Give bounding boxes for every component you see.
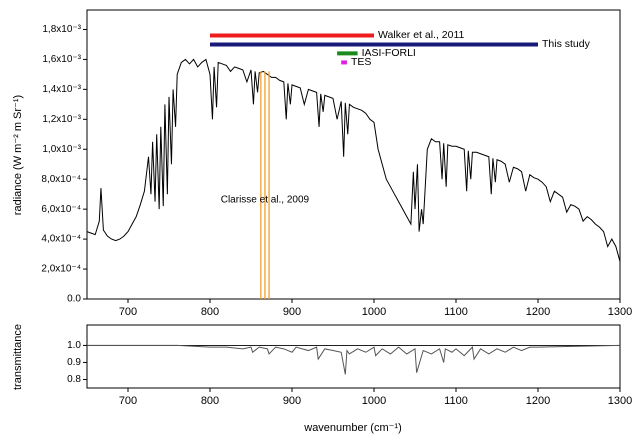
x-tick-label: 800 [201, 306, 219, 318]
y-tick-label: 4,0x10⁻⁴ [41, 234, 81, 245]
x-tick-label: 1200 [526, 395, 550, 407]
y-axis-label: radiance (W m⁻² m Sr⁻¹) [12, 95, 24, 215]
range-label: IASI-FORLI [362, 47, 416, 59]
marker-label: Clarisse et al., 2009 [221, 195, 310, 206]
x-tick-label: 900 [283, 395, 301, 407]
y-tick-label: 2,0x10⁻⁴ [41, 264, 81, 275]
y-tick-label: 1,4x10⁻³ [42, 84, 81, 95]
x-tick-label: 900 [283, 306, 301, 318]
y-tick-label: 1.0 [67, 340, 81, 351]
plot-frame [86, 324, 621, 389]
range-label: This study [542, 38, 591, 50]
x-tick-label: 1000 [362, 395, 386, 407]
x-tick-label: 700 [119, 395, 137, 407]
y-tick-label: 8,0x10⁻⁴ [41, 174, 81, 185]
y-tick-label: 1,2x10⁻³ [42, 114, 81, 125]
y-tick-label: 1,8x10⁻³ [42, 24, 81, 35]
range-label: Walker et al., 2011 [378, 29, 465, 41]
y-tick-label: 0.8 [67, 374, 81, 385]
x-tick-label: 1000 [362, 306, 386, 318]
x-tick-label: 800 [201, 395, 219, 407]
x-tick-label: 1200 [526, 306, 550, 318]
x-tick-label: 1100 [444, 306, 468, 318]
x-tick-label: 1300 [608, 306, 632, 318]
y-tick-label: 0.0 [67, 294, 81, 305]
x-tick-label: 700 [119, 306, 137, 318]
y-tick-label: 6,0x10⁻⁴ [41, 204, 81, 215]
y-axis-label: transmittance [12, 324, 24, 390]
y-tick-label: 0.9 [67, 357, 81, 368]
data-line [87, 344, 621, 375]
plot-frame [86, 9, 621, 300]
x-tick-label: 1300 [608, 395, 632, 407]
y-tick-label: 1,0x10⁻³ [42, 144, 81, 155]
y-tick-label: 1,6x10⁻³ [42, 54, 81, 65]
x-axis-label: wavenumber (cm⁻¹) [303, 422, 402, 434]
data-line [86, 58, 621, 262]
range-label: TES [351, 56, 371, 68]
x-tick-label: 1100 [444, 395, 468, 407]
